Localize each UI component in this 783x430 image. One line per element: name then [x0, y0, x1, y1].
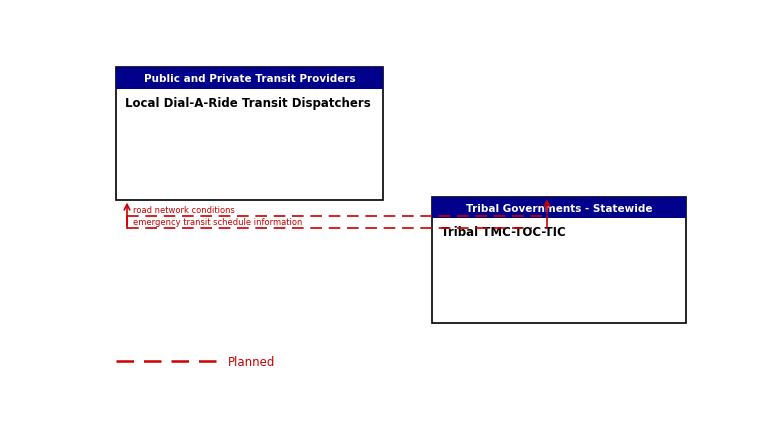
Bar: [116, 68, 383, 200]
Text: Local Dial-A-Ride Transit Dispatchers: Local Dial-A-Ride Transit Dispatchers: [125, 96, 371, 109]
Bar: [431, 197, 687, 219]
Text: emergency transit schedule information: emergency transit schedule information: [133, 218, 302, 227]
Text: Planned: Planned: [229, 355, 276, 368]
Text: Public and Private Transit Providers: Public and Private Transit Providers: [144, 74, 355, 84]
Text: Tribal Governments - Statewide: Tribal Governments - Statewide: [466, 203, 652, 213]
Bar: [116, 68, 383, 90]
Bar: [431, 197, 687, 323]
Text: road network conditions: road network conditions: [133, 206, 235, 215]
Text: Tribal TMC-TOC-TIC: Tribal TMC-TOC-TIC: [441, 225, 565, 238]
